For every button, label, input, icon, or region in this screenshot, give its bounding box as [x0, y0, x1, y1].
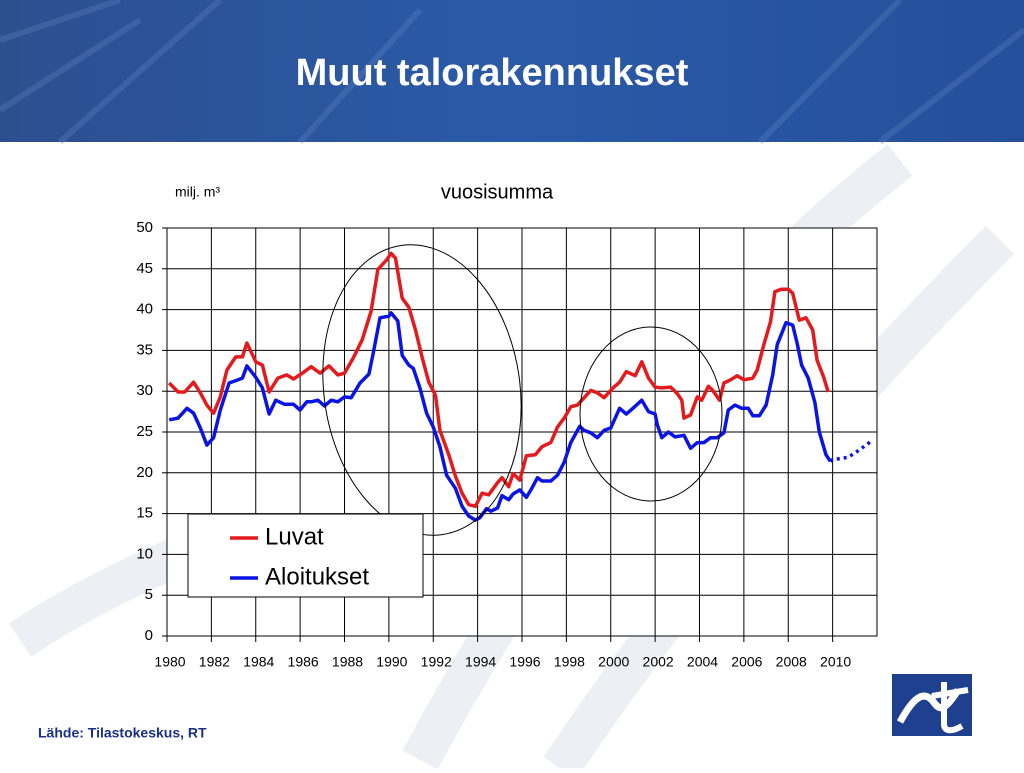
y-tick-label: 15 — [136, 505, 153, 522]
y-tick-label: 45 — [136, 260, 153, 277]
y-tick-label: 35 — [136, 341, 153, 358]
forecast-line — [829, 438, 874, 463]
chart-subtitle: vuosisumma — [441, 181, 554, 203]
grid: 0 5 10 15 20 25 30 35 40 45 50 1980 1982 1984 1986 1988… — [136, 219, 877, 670]
x-tick-label: 2000 — [598, 654, 629, 670]
legend: Luvat Aloitukset — [230, 523, 369, 590]
logo — [892, 674, 972, 736]
y-tick-label: 30 — [136, 382, 153, 399]
header-pattern — [0, 0, 1024, 145]
x-tick-label: 2010 — [820, 654, 851, 670]
x-tick-label: 2002 — [643, 654, 674, 670]
legend-box — [187, 513, 424, 598]
x-tick-label: 1984 — [243, 654, 274, 670]
x-tick-label: 2008 — [776, 654, 807, 670]
x-tick-label: 2004 — [687, 654, 718, 670]
y-tick-label: 40 — [136, 301, 153, 318]
source-note: Lähde: Tilastokeskus, RT — [38, 725, 207, 741]
y-tick-label: 50 — [136, 219, 153, 236]
lines — [167, 251, 874, 522]
highlight-ellipse — [579, 326, 723, 502]
header-band — [0, 0, 1024, 142]
x-tick-label: 1994 — [465, 654, 496, 670]
data-line — [168, 311, 832, 522]
y-tick-label: 20 — [136, 464, 153, 481]
x-tick-label: 1992 — [421, 654, 452, 670]
x-tick-label: 1996 — [509, 654, 540, 670]
x-tick-label: 2006 — [731, 654, 762, 670]
x-tick-label: 1990 — [376, 654, 407, 670]
y-tick-label: 25 — [136, 423, 153, 440]
x-tick-label: 1982 — [199, 654, 230, 670]
y-tick-label: 10 — [136, 545, 153, 562]
data-line — [167, 251, 830, 509]
x-tick-label: 1980 — [154, 654, 185, 670]
highlight-ellipse — [322, 244, 522, 536]
y-tick-label: 5 — [145, 586, 153, 603]
legend-label: Luvat — [265, 523, 324, 550]
x-tick-label: 1986 — [288, 654, 319, 670]
legend-label: Aloitukset — [265, 563, 369, 590]
slide-title: Muut talorakennukset — [296, 52, 689, 94]
y-tick-label: 0 — [145, 627, 153, 644]
y-axis-label: milj. m³ — [175, 184, 220, 200]
x-tick-label: 1988 — [332, 654, 363, 670]
x-tick-label: 1998 — [554, 654, 585, 670]
